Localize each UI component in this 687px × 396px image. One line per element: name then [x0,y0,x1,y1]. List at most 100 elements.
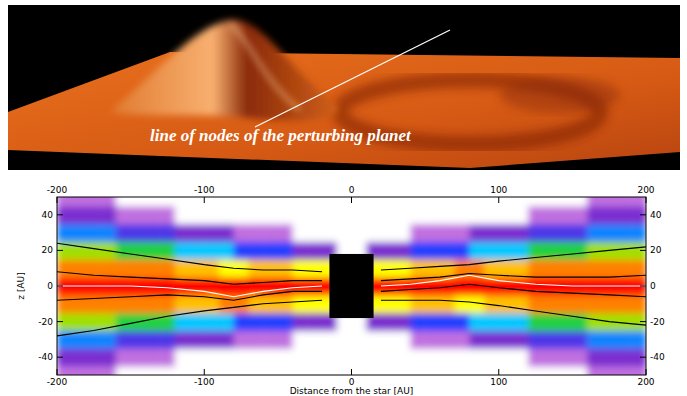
density-cell [307,366,322,375]
density-cell [145,295,160,313]
density-cell [175,206,190,224]
density-cell [307,224,322,242]
density-cell [381,242,396,260]
density-cell [543,197,558,207]
y-tick [57,250,63,251]
density-cell [543,295,558,313]
x-tick-label: 200 [637,377,654,387]
x-tick-label: -200 [47,185,68,195]
density-cell [145,366,160,375]
density-cell [160,348,175,366]
density-cell [101,206,116,224]
density-cell [381,331,396,349]
y-tick-label: 40 [42,210,54,220]
density-cell [337,366,352,375]
density-cell [72,224,87,242]
density-cell [293,259,308,277]
density-cell [131,366,146,375]
density-cell [204,197,219,207]
density-cell [572,348,587,366]
density-cell [455,242,470,260]
density-cell [145,224,160,242]
density-cell [587,348,602,366]
density-cell [528,206,543,224]
density-cell [543,224,558,242]
density-cell [528,313,543,331]
density-cell [602,224,617,242]
density-cell [440,224,455,242]
density-cell [131,224,146,242]
x-tick-label: 100 [490,377,507,387]
density-cell [293,242,308,260]
density-cell [175,242,190,260]
density-cell [425,259,440,277]
density-cell [263,242,278,260]
density-cell [499,197,514,207]
density-cell [396,242,411,260]
density-cell [410,313,425,331]
y-tick-label: 20 [650,245,662,255]
density-cell [410,348,425,366]
density-cell [410,224,425,242]
density-cell [440,313,455,331]
density-cell [499,366,514,375]
density-cell [248,242,263,260]
density-cell [469,197,484,207]
density-cell [440,197,455,207]
x-tick [351,369,352,375]
density-cell [204,331,219,349]
density-cell [234,197,249,207]
density-cell [293,206,308,224]
density-cell [410,206,425,224]
density-cell [455,366,470,375]
annotation: line of nodes of the perturbing planet [150,126,412,145]
density-cell [278,348,293,366]
density-cell [425,242,440,260]
density-cell [366,206,381,224]
density-cell [440,206,455,224]
density-cell [72,348,87,366]
density-cell [381,313,396,331]
density-cell [57,313,72,331]
density-cell [425,331,440,349]
density-cell [366,331,381,349]
density-cell [352,331,367,349]
density-cell [366,348,381,366]
density-cell [248,313,263,331]
density-cell [175,331,190,349]
y-tick-label: -40 [38,352,53,362]
density-cell [175,313,190,331]
density-cell [278,224,293,242]
density-cell [381,366,396,375]
ridge-highlight [230,24,300,110]
density-cell [86,242,101,260]
plot-frame [57,197,646,375]
density-cell [190,295,205,313]
density-cell [204,242,219,260]
density-cell [219,206,234,224]
density-cell [528,259,543,277]
x-axis-label: Distance from the star [AU] [290,386,414,396]
density-cell [543,366,558,375]
density-cell [469,348,484,366]
density-cell [72,206,87,224]
density-cell [366,366,381,375]
y-tick-label: -40 [650,352,665,362]
disk-surface [8,52,680,168]
density-cell [543,313,558,331]
density-cell [248,224,263,242]
density-cell [543,242,558,260]
density-cell [116,224,131,242]
density-cell [352,348,367,366]
density-cell [160,197,175,207]
density-cell [234,313,249,331]
density-cell [396,366,411,375]
density-cell [293,277,308,295]
density-cell [631,224,646,242]
density-cell [410,242,425,260]
density-cell [190,348,205,366]
density-cell [322,206,337,224]
density-cell [116,366,131,375]
density-cell [558,348,573,366]
density-cell [572,366,587,375]
